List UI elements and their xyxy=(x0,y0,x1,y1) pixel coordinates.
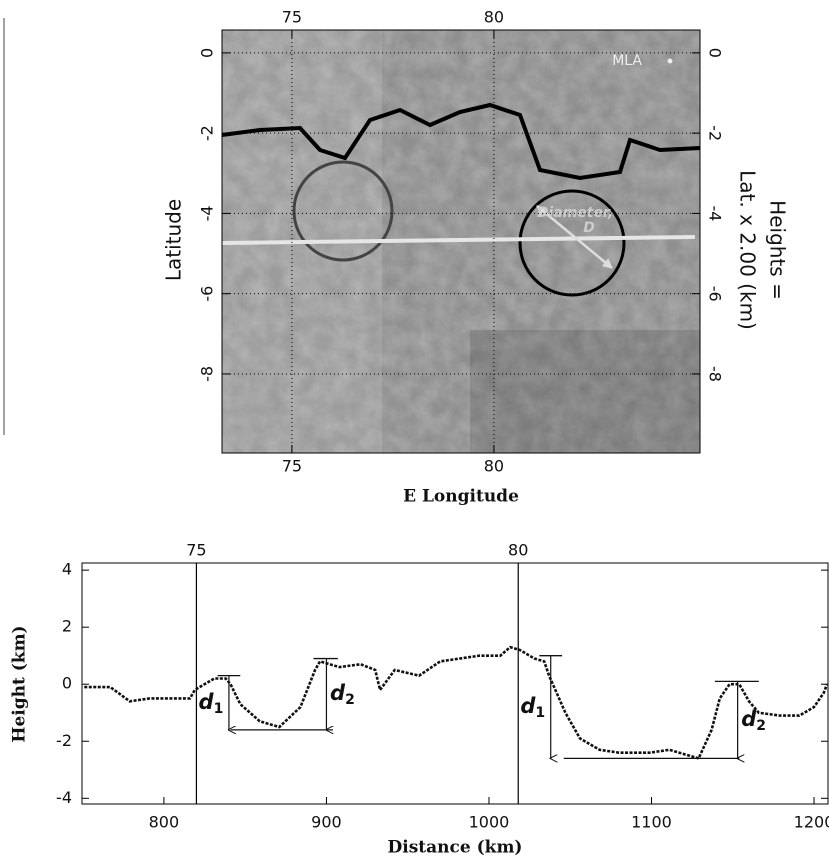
x-tick-label: 1100 xyxy=(631,813,672,832)
y-tick-label: 2 xyxy=(62,617,72,636)
x-tick-label: 75 xyxy=(282,8,302,27)
mla-label: MLA xyxy=(612,53,642,69)
depth-label-sub: 2 xyxy=(345,692,355,708)
map-image xyxy=(221,29,701,454)
depth-label-main: d xyxy=(520,694,536,718)
diameter-label: D xyxy=(583,220,595,236)
plot-frame xyxy=(81,562,829,805)
y-tick-label: -8 xyxy=(198,366,217,382)
x-tick-label: 800 xyxy=(149,813,180,832)
y2-tick-label: 0 xyxy=(706,48,725,58)
x-axis-title: Distance (km) xyxy=(388,838,523,858)
x-tick-label: 1000 xyxy=(469,813,510,832)
depth-label: d1 xyxy=(520,694,545,721)
depth-label-main: d xyxy=(330,681,346,705)
x-tick-label: 80 xyxy=(484,8,504,27)
y-tick-label: 4 xyxy=(62,560,72,579)
y-tick-label: -4 xyxy=(56,788,72,807)
x-tick-label: 900 xyxy=(311,813,342,832)
depth-label: d2 xyxy=(741,707,766,734)
y-tick-label: 0 xyxy=(62,674,72,693)
depth-label: d2 xyxy=(330,681,355,708)
y-tick-label: 0 xyxy=(198,48,217,58)
y-axis-title: Height (km) xyxy=(10,625,30,742)
x2-tick-label: 80 xyxy=(508,541,528,560)
depth-label-sub: 1 xyxy=(535,705,545,721)
y-axis-title: Latitude xyxy=(162,199,186,281)
depth-label: d1 xyxy=(199,690,224,717)
y-tick-label: -2 xyxy=(198,125,217,141)
x2-tick-label: 75 xyxy=(186,541,206,560)
y-tick-label: -2 xyxy=(56,731,72,750)
y2-axis-title: Lat. x 2.00 (km) xyxy=(736,170,760,330)
depth-label-main: d xyxy=(741,707,757,731)
y2-tick-label: -8 xyxy=(706,366,725,382)
profile-line xyxy=(84,645,829,760)
x-tick-label: 75 xyxy=(282,457,302,476)
y2-tick-label: -6 xyxy=(706,286,725,302)
y-tick-label: -4 xyxy=(198,205,217,221)
y2-tick-label: -4 xyxy=(706,205,725,221)
y2-axis-title: Heights = xyxy=(766,200,790,300)
x-tick-label: 80 xyxy=(484,457,504,476)
y-tick-label: -6 xyxy=(198,286,217,302)
depth-label-sub: 1 xyxy=(214,701,224,717)
y2-tick-label: -2 xyxy=(706,125,725,141)
depth-label-sub: 2 xyxy=(756,718,766,734)
x-tick-label: 1200 xyxy=(794,813,829,832)
x-axis-title: E Longitude xyxy=(403,487,519,507)
depth-label-main: d xyxy=(199,690,215,714)
